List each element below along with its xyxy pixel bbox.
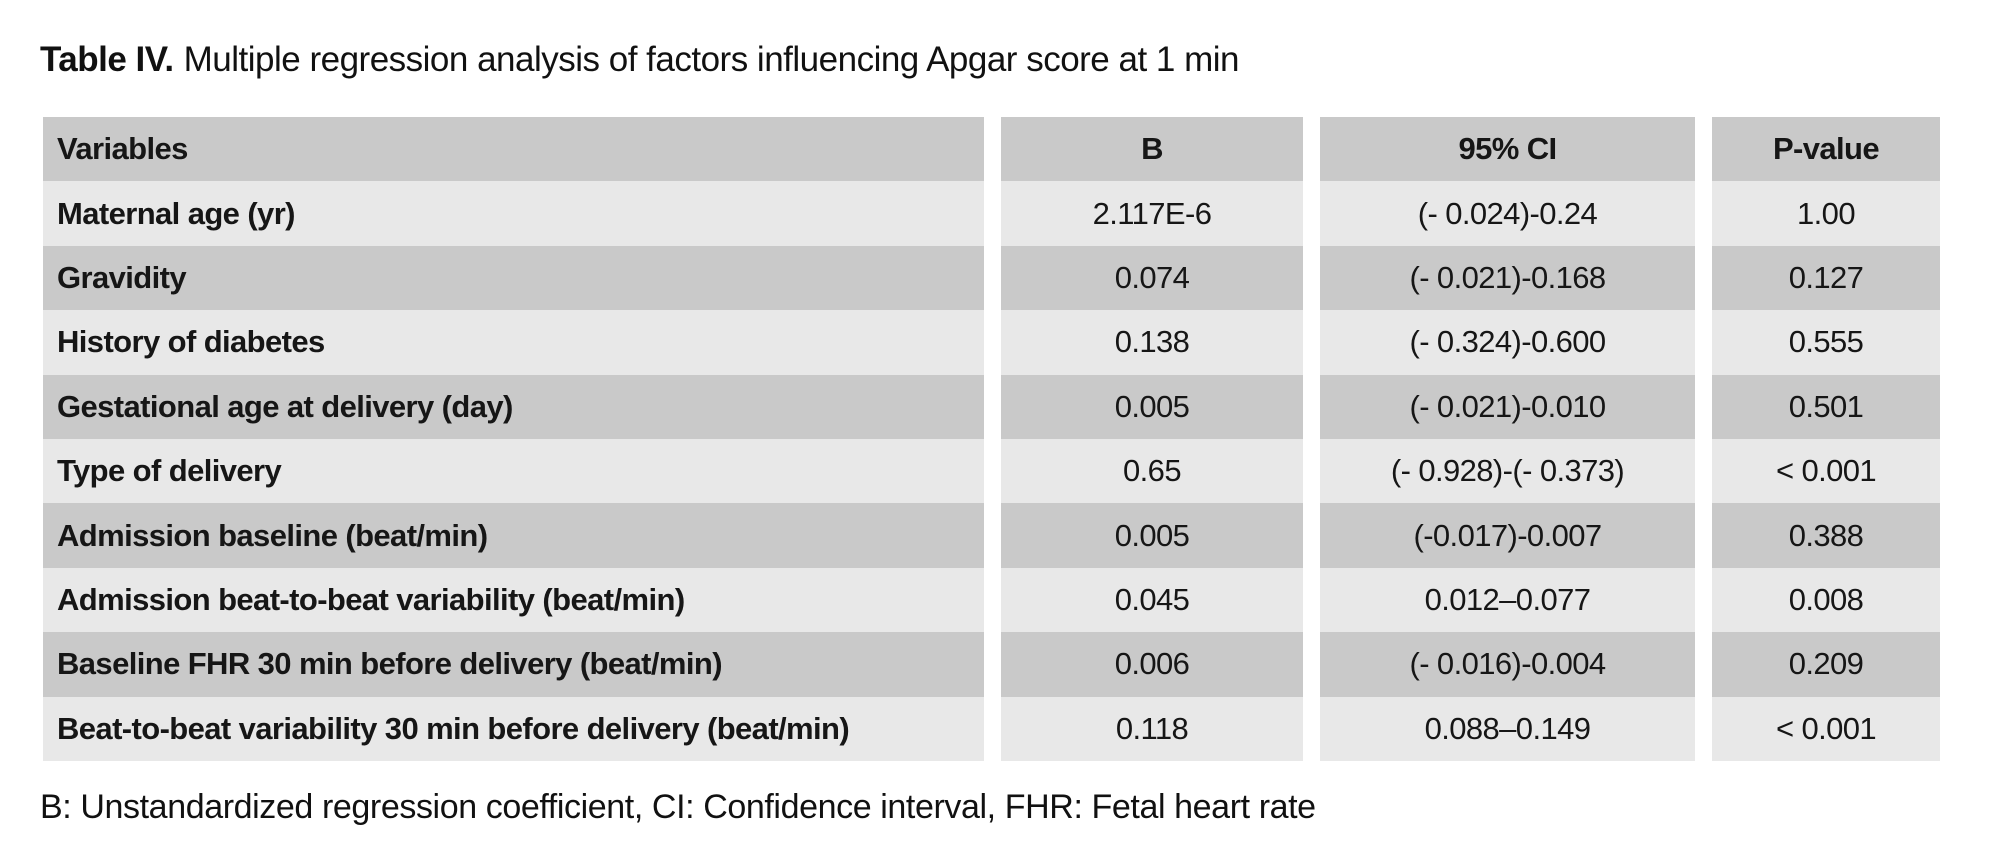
- column-header-b: B: [1001, 117, 1303, 182]
- cell-b: 0.65: [1001, 438, 1303, 504]
- table-title-text: Multiple regression analysis of factors …: [183, 40, 1240, 79]
- cell-b: 0.138: [1001, 310, 1303, 375]
- cell-b: 0.118: [1001, 696, 1303, 761]
- cell-b: 2.117E-6: [1001, 181, 1303, 246]
- cell-p: < 0.001: [1712, 696, 1940, 761]
- cell-b: 0.074: [1001, 245, 1303, 311]
- row-variable: Beat-to-beat variability 30 min before d…: [43, 696, 984, 761]
- cell-p: < 0.001: [1712, 438, 1940, 504]
- cell-ci: (-0.017)-0.007: [1320, 503, 1695, 568]
- table-title: Table IV. Multiple regression analysis of…: [40, 40, 1240, 80]
- cell-ci: 0.088–0.149: [1320, 696, 1695, 761]
- table-title-label: Table IV.: [40, 40, 174, 79]
- row-variable: History of diabetes: [43, 310, 984, 375]
- cell-b: 0.005: [1001, 374, 1303, 439]
- cell-p: 0.501: [1712, 374, 1940, 439]
- cell-ci: (- 0.928)-(- 0.373): [1320, 438, 1695, 504]
- cell-p: 1.00: [1712, 181, 1940, 246]
- cell-p: 0.388: [1712, 503, 1940, 568]
- cell-p: 0.008: [1712, 567, 1940, 633]
- cell-b: 0.005: [1001, 503, 1303, 568]
- cell-p: 0.555: [1712, 310, 1940, 375]
- row-variable: Admission baseline (beat/min): [43, 503, 984, 568]
- cell-p: 0.127: [1712, 245, 1940, 311]
- cell-ci: (- 0.024)-0.24: [1320, 181, 1695, 246]
- cell-b: 0.045: [1001, 567, 1303, 633]
- cell-ci: (- 0.021)-0.168: [1320, 245, 1695, 311]
- row-variable: Type of delivery: [43, 438, 984, 504]
- table-footnote: B: Unstandardized regression coefficient…: [40, 788, 1316, 826]
- cell-ci: (- 0.021)-0.010: [1320, 374, 1695, 439]
- row-variable: Gestational age at delivery (day): [43, 374, 984, 439]
- cell-ci: (- 0.016)-0.004: [1320, 632, 1695, 697]
- regression-table: Variables B 95% CI P-value Maternal age …: [43, 117, 1940, 761]
- cell-ci: 0.012–0.077: [1320, 567, 1695, 633]
- row-variable: Maternal age (yr): [43, 181, 984, 246]
- cell-ci: (- 0.324)-0.600: [1320, 310, 1695, 375]
- column-header-variables: Variables: [43, 117, 984, 182]
- row-variable: Gravidity: [43, 245, 984, 311]
- cell-b: 0.006: [1001, 632, 1303, 697]
- row-variable: Baseline FHR 30 min before delivery (bea…: [43, 632, 984, 697]
- cell-p: 0.209: [1712, 632, 1940, 697]
- row-variable: Admission beat-to-beat variability (beat…: [43, 567, 984, 633]
- column-header-95ci: 95% CI: [1320, 117, 1695, 182]
- column-header-pvalue: P-value: [1712, 117, 1940, 182]
